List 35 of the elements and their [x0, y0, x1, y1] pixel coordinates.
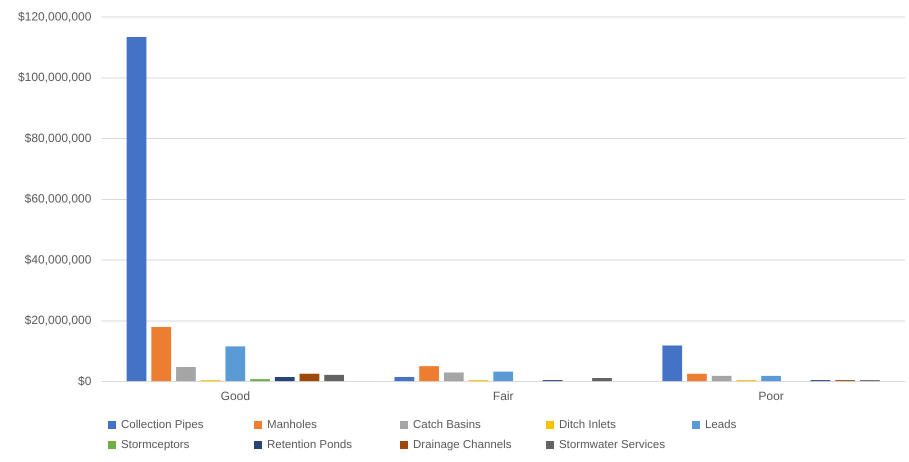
bar [176, 367, 196, 382]
bar [687, 374, 707, 382]
bar [493, 372, 514, 382]
legend-label: Retention Ponds [267, 438, 352, 452]
bar [444, 372, 464, 382]
legend-label: Manholes [267, 418, 317, 432]
y-tick-label: $120,000,000 [18, 10, 92, 24]
bar [761, 376, 781, 382]
bar [712, 376, 732, 382]
x-tick-label: Good [220, 389, 250, 404]
y-tick-label: $80,000,000 [24, 130, 92, 145]
y-tick-label: $20,000,000 [24, 313, 92, 328]
legend-label: Catch Basins [413, 418, 481, 432]
legend-label: Stormceptors [121, 438, 190, 452]
y-tick-label: $60,000,000 [24, 192, 92, 206]
x-tick-label: Fair [492, 389, 514, 404]
bar [126, 36, 146, 382]
legend-label: Stormwater Services [559, 438, 666, 452]
x-tick-label: Poor [758, 389, 784, 404]
bar [394, 377, 414, 382]
legend-label: Leads [705, 418, 736, 432]
legend-label: Collection Pipes [121, 418, 204, 432]
bar [419, 366, 439, 382]
bar [300, 374, 320, 382]
bar [151, 326, 172, 382]
bar [324, 374, 344, 382]
y-tick-label: $100,000,000 [18, 70, 92, 84]
y-tick-label: $0 [78, 374, 92, 388]
bar [662, 345, 682, 382]
y-tick-label: $40,000,000 [24, 252, 92, 266]
bar [592, 378, 612, 382]
bar [274, 377, 295, 382]
legend-label: Ditch Inlets [559, 418, 616, 432]
bar [225, 346, 246, 382]
legend-label: Drainage Channels [413, 438, 512, 452]
